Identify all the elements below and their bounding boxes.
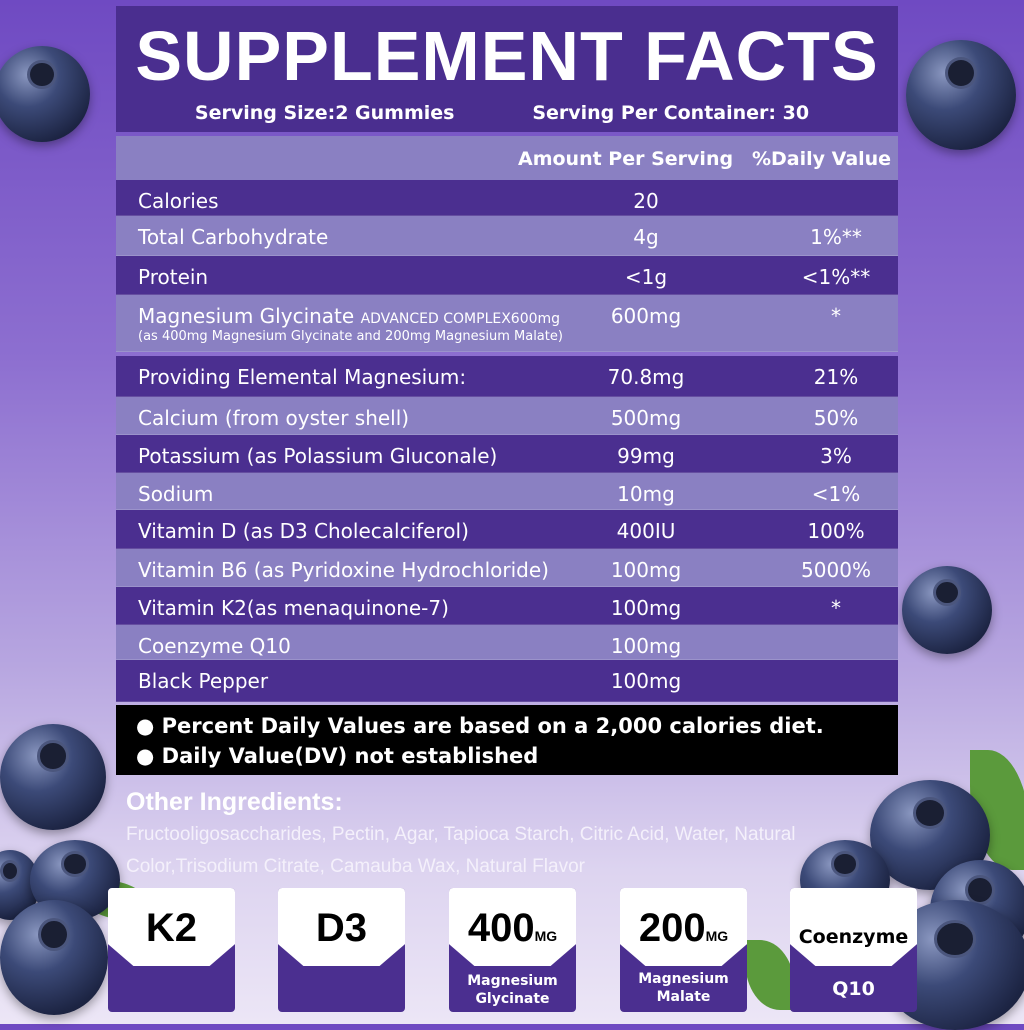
servings-per-container: Serving Per Container: 30: [532, 102, 810, 124]
badge-400mg: 400MG Magnesium Glycinate: [449, 888, 576, 1012]
nutrient-name: Potassium (as Polassium Gluconale): [138, 444, 498, 468]
daily-value: <1%: [811, 482, 861, 506]
badge-d3: D3: [278, 888, 405, 1012]
amount-per-serving: <1g: [624, 265, 668, 289]
amount-per-serving: 400IU: [616, 519, 676, 543]
daily-value: 1%**: [810, 225, 862, 249]
table-row: Vitamin B6 (as Pyridoxine Hydrochloride)…: [116, 549, 898, 587]
daily-value: 50%: [813, 406, 859, 430]
page-title: SUPPLEMENT FACTS: [135, 17, 879, 95]
badge-200mg: 200MG Magnesium Malate: [620, 888, 747, 1012]
other-ingredients-title: Other Ingredients:: [126, 788, 343, 816]
amount-per-serving: 500mg: [610, 406, 682, 430]
footnote: ● Percent Daily Values are based on a 2,…: [136, 714, 824, 738]
daily-value: 5000%: [801, 558, 871, 582]
badge-label: Malate: [656, 989, 711, 1005]
nutrient-name: Vitamin B6 (as Pyridoxine Hydrochloride): [138, 558, 549, 582]
table-row: Vitamin D (as D3 Cholecalciferol) 400IU 10…: [116, 510, 898, 549]
other-ingredients: Other Ingredients: Fructooligosaccharide…: [126, 788, 896, 883]
badge-text: D3: [315, 906, 368, 950]
nutrient-name: Coenzyme Q10: [138, 634, 291, 658]
nutrient-name: Sodium: [138, 482, 214, 506]
badge-label: Magnesium: [638, 971, 729, 987]
table-row: Potassium (as Polassium Gluconale) 99mg 3%: [116, 435, 898, 473]
table-row: Magnesium Glycinate ADVANCED COMPLEX600m…: [116, 295, 898, 352]
amount-per-serving: 70.8mg: [607, 365, 685, 389]
table-row: Vitamin K2(as menaquinone-7) 100mg *: [116, 587, 898, 625]
nutrient-name: Providing Elemental Magnesium:: [138, 365, 467, 389]
table-row: Calcium (from oyster shell) 500mg 50%: [116, 397, 898, 435]
dv-column-header: %Daily Value: [752, 148, 892, 170]
leaf-decoration: [745, 940, 795, 1010]
supplement-facts-panel: SUPPLEMENT FACTS Serving Size:2 Gummies …: [116, 6, 898, 775]
daily-value: <1%**: [801, 265, 871, 289]
column-headers: Amount Per Serving %Daily Value: [116, 136, 898, 180]
badge-label: Glycinate: [475, 991, 550, 1007]
daily-value: *: [831, 596, 841, 620]
badge-unit: MG: [534, 928, 558, 944]
table-row: Black Pepper 100mg: [116, 660, 898, 702]
badge-text: 200: [638, 906, 706, 950]
blueberry-decoration: [902, 566, 992, 654]
badge-text: Coenzyme: [798, 926, 909, 948]
footnotes: ● Percent Daily Values are based on a 2,…: [116, 705, 898, 775]
amount-per-serving: 100mg: [610, 596, 682, 620]
amount-per-serving: 20: [633, 189, 659, 213]
badge-text: 400: [467, 906, 535, 950]
amount-per-serving: 600mg: [610, 304, 682, 328]
nutrient-name: Vitamin D (as D3 Cholecalciferol): [138, 519, 469, 543]
badge-text: K2: [145, 906, 198, 950]
nutrient-name: Calories: [138, 189, 219, 213]
blueberry-decoration: [906, 40, 1016, 150]
table-row: Coenzyme Q10 100mg: [116, 625, 898, 660]
amount-per-serving: 100mg: [610, 669, 682, 693]
amount-per-serving: 10mg: [617, 482, 675, 506]
amount-per-serving: 100mg: [610, 634, 682, 658]
amount-per-serving: 4g: [633, 225, 659, 249]
other-ingredients-text: Fructooligosaccharides, Pectin, Agar, Ta…: [126, 824, 796, 877]
badge-label: Magnesium: [467, 973, 558, 989]
nutrient-name: Protein: [138, 265, 209, 289]
nutrient-name-suffix: ADVANCED COMPLEX600mg: [360, 311, 561, 327]
badge-label: Q10: [832, 978, 875, 1000]
nutrient-name: Total Carbohydrate: [138, 225, 329, 249]
daily-value: 21%: [813, 365, 859, 389]
badge-unit: MG: [705, 928, 729, 944]
amount-per-serving: 100mg: [610, 558, 682, 582]
table-row: Providing Elemental Magnesium: 70.8mg 21%: [116, 356, 898, 397]
blueberry-decoration: [0, 900, 108, 1015]
amount-per-serving: 99mg: [617, 444, 675, 468]
table-row: Sodium 10mg <1%: [116, 473, 898, 510]
table-row: Total Carbohydrate 4g 1%**: [116, 216, 898, 256]
daily-value: *: [831, 304, 841, 328]
serving-size: Serving Size:2 Gummies: [194, 102, 455, 124]
badge-k2: K2: [108, 888, 235, 1012]
nutrient-name: Black Pepper: [138, 669, 269, 693]
daily-value: 100%: [807, 519, 865, 543]
daily-value: 3%: [820, 444, 852, 468]
blueberry-decoration: [0, 46, 90, 142]
nutrient-name: Vitamin K2(as menaquinone-7): [138, 596, 449, 620]
amount-column-header: Amount Per Serving: [518, 148, 734, 170]
table-row: Calories 20: [116, 180, 898, 216]
nutrient-name: Calcium (from oyster shell): [138, 406, 410, 430]
facts-header: SUPPLEMENT FACTS Serving Size:2 Gummies …: [116, 6, 898, 132]
blueberry-decoration: [0, 724, 106, 830]
badge-coq10: Coenzyme Q10: [790, 888, 917, 1012]
footnote: ● Daily Value(DV) not established: [136, 744, 539, 768]
table-row: Protein <1g <1%**: [116, 256, 898, 295]
nutrient-subtext: (as 400mg Magnesium Glycinate and 200mg …: [138, 329, 563, 344]
nutrient-name: Magnesium Glycinate ADVANCED COMPLEX600m…: [138, 304, 561, 328]
